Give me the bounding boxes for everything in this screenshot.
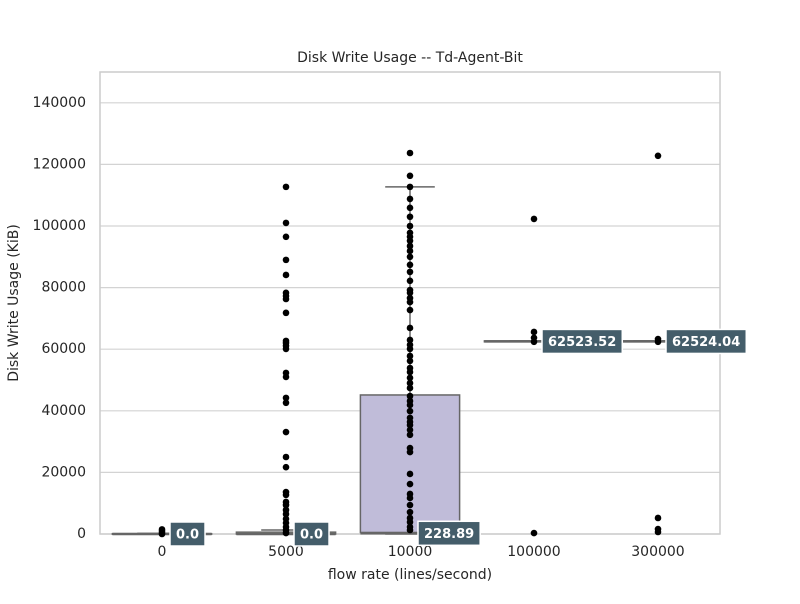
y-tick-label: 60000 — [41, 341, 86, 357]
x-tick-label: 100000 — [507, 544, 560, 560]
point — [282, 219, 290, 227]
point — [406, 431, 414, 439]
point — [282, 453, 290, 461]
point — [282, 529, 290, 537]
point — [158, 530, 166, 538]
point — [530, 529, 538, 537]
median-label: 62524.04 — [672, 335, 740, 350]
point — [406, 298, 414, 306]
point — [406, 421, 414, 429]
point — [406, 149, 414, 157]
point — [406, 470, 414, 478]
point — [406, 518, 414, 526]
point — [406, 324, 414, 332]
point — [282, 183, 290, 191]
median-label: 228.89 — [424, 527, 474, 542]
x-tick-label: 0 — [158, 544, 167, 560]
median-label: 62523.52 — [548, 335, 616, 350]
point — [406, 277, 414, 285]
point — [654, 338, 662, 346]
point — [530, 328, 538, 336]
median-label-box — [169, 521, 206, 547]
x-axis-label: flow rate (lines/second) — [328, 567, 492, 583]
point — [406, 374, 414, 382]
point — [282, 373, 290, 381]
median-label-box — [541, 328, 624, 355]
point — [530, 215, 538, 223]
point — [406, 401, 414, 409]
point — [406, 204, 414, 212]
median-label-box — [665, 328, 748, 355]
y-tick-label: 0 — [77, 526, 86, 542]
y-tick-label: 100000 — [33, 218, 86, 234]
point — [406, 494, 414, 502]
point — [406, 242, 414, 250]
point — [406, 526, 414, 534]
point — [282, 510, 290, 518]
point — [406, 357, 414, 365]
point — [406, 407, 414, 415]
median-label-box — [293, 521, 330, 547]
y-axis-label: Disk Write Usage (KiB) — [6, 224, 22, 382]
point — [282, 463, 290, 471]
point — [406, 384, 414, 392]
point — [282, 295, 290, 303]
point — [406, 289, 414, 297]
point — [282, 233, 290, 241]
point — [406, 222, 414, 230]
point — [406, 501, 414, 509]
point — [406, 392, 414, 400]
point — [406, 247, 414, 255]
point — [654, 152, 662, 160]
point — [406, 508, 414, 516]
point — [406, 480, 414, 488]
x-tick-label: 300000 — [631, 544, 684, 560]
y-tick-label: 20000 — [41, 464, 86, 480]
point — [654, 514, 662, 522]
y-tick-label: 120000 — [33, 156, 86, 172]
y-tick-label: 140000 — [33, 95, 86, 111]
point — [406, 213, 414, 221]
point — [406, 336, 414, 344]
point — [282, 399, 290, 407]
point — [406, 352, 414, 360]
point — [530, 338, 538, 346]
median-label: 0.0 — [176, 528, 199, 543]
point — [406, 253, 414, 261]
point — [406, 183, 414, 191]
point — [282, 256, 290, 264]
median-label: 0.0 — [300, 528, 323, 543]
point — [654, 528, 662, 536]
point — [406, 261, 414, 269]
y-tick-label: 40000 — [41, 403, 86, 419]
point — [406, 268, 414, 276]
point — [282, 501, 290, 509]
point — [282, 309, 290, 317]
point — [406, 195, 414, 203]
x-tick-label: 5000 — [268, 544, 304, 560]
point — [282, 428, 290, 436]
point — [406, 379, 414, 387]
point — [406, 237, 414, 245]
point — [282, 345, 290, 353]
y-tick-label: 80000 — [41, 280, 86, 296]
point — [406, 172, 414, 180]
point — [282, 394, 290, 402]
chart-title: Disk Write Usage -- Td-Agent-Bit — [297, 50, 523, 66]
median-label-box — [417, 520, 481, 547]
point — [282, 491, 290, 499]
point — [406, 426, 414, 434]
point — [282, 271, 290, 279]
point — [406, 345, 414, 353]
point — [406, 448, 414, 456]
point — [406, 368, 414, 376]
point — [406, 306, 414, 314]
x-tick-label: 10000 — [388, 544, 433, 560]
